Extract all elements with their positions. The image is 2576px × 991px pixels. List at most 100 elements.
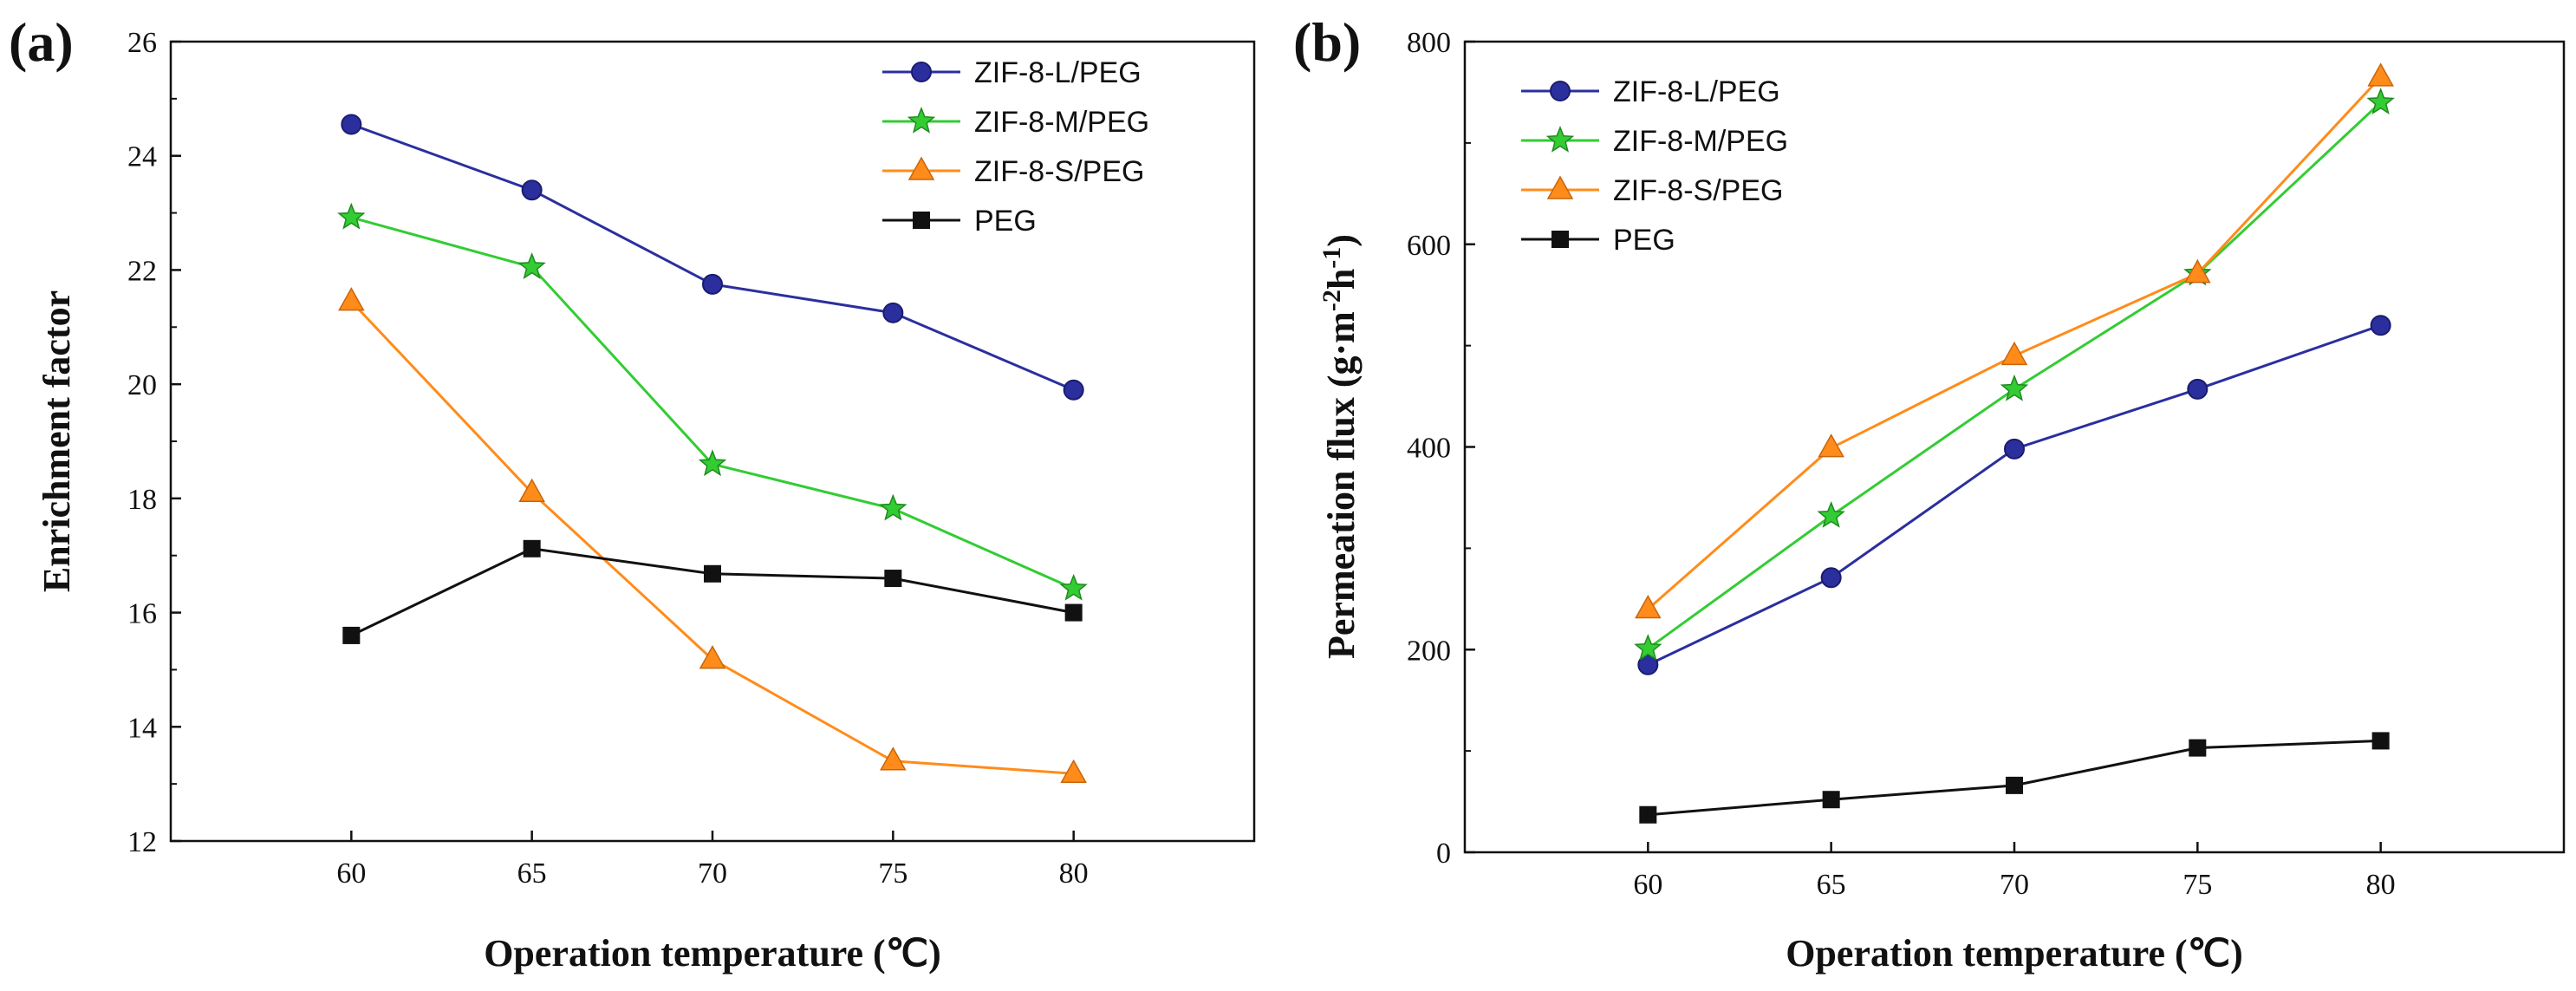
legend-marker — [1545, 125, 1575, 153]
data-point — [2006, 776, 2023, 794]
panel-b-plot-frame — [1463, 40, 2566, 854]
series-line — [350, 300, 1074, 775]
data-point — [341, 114, 362, 135]
ylabel-end: ) — [1320, 234, 1363, 247]
y-tick-label: 14 — [127, 712, 157, 744]
legend-label: PEG — [1613, 224, 1675, 257]
y-tick-label: 20 — [127, 369, 157, 401]
data-point — [1822, 791, 1840, 809]
x-tick-label: 60 — [336, 857, 366, 890]
panel-a-plot-frame — [169, 40, 1256, 843]
panel-b-legend: ZIF-8-L/PEG ZIF-8-M/PEG ZIF-8-S/PEG PEG — [1521, 75, 1788, 257]
series-zif-8-l-peg — [1637, 315, 2391, 675]
data-point — [338, 287, 365, 311]
x-tick-label: 70 — [2000, 869, 2029, 901]
series-peg — [342, 539, 1083, 644]
legend-label: ZIF-8-L/PEG — [1613, 75, 1780, 108]
data-point — [880, 747, 907, 771]
legend-item: ZIF-8-S/PEG — [882, 155, 1144, 188]
data-point — [882, 302, 904, 323]
data-point — [1060, 759, 1087, 784]
series-zif-8-s-peg — [1635, 62, 2394, 619]
data-point — [698, 449, 727, 477]
legend-marker — [1551, 231, 1569, 248]
data-point — [2187, 378, 2208, 400]
panel-a-ticks: 60 65 70 75 80 12 14 16 18 20 22 24 26 — [127, 27, 1089, 890]
data-point — [1064, 603, 1083, 622]
data-point — [2370, 315, 2391, 336]
panel-a-label: (a) — [9, 11, 74, 73]
panel-b-series — [1634, 62, 2395, 824]
data-point — [342, 626, 361, 644]
x-tick-label: 75 — [878, 857, 907, 890]
legend-item: PEG — [1521, 224, 1675, 257]
legend-label: ZIF-8-M/PEG — [974, 106, 1149, 139]
data-point — [2004, 438, 2025, 460]
ylabel-mid: h — [1320, 269, 1363, 290]
series-peg — [1639, 732, 2390, 824]
series-line — [350, 216, 1075, 590]
legend-label: ZIF-8-S/PEG — [974, 155, 1144, 188]
data-point — [1634, 634, 1662, 661]
legend-marker — [913, 212, 930, 229]
data-point — [517, 252, 546, 279]
y-tick-label: 16 — [127, 598, 157, 630]
y-tick-label: 0 — [1436, 838, 1451, 870]
data-point — [337, 202, 366, 230]
legend-marker — [1546, 175, 1574, 199]
data-point — [518, 478, 545, 503]
y-tick-label: 22 — [127, 255, 157, 287]
y-tick-label: 800 — [1407, 27, 1451, 59]
data-point — [699, 645, 726, 669]
y-tick-label: 200 — [1407, 635, 1451, 667]
ylabel-main: Permeation flux (g·m — [1320, 311, 1363, 659]
data-point — [2184, 259, 2211, 284]
data-point — [2366, 88, 2395, 114]
x-tick-label: 65 — [517, 857, 547, 890]
data-point — [1817, 500, 1845, 528]
data-point — [1818, 434, 1844, 458]
legend-marker — [911, 62, 932, 82]
x-tick-label: 65 — [1817, 869, 1846, 901]
legend-label: ZIF-8-S/PEG — [1613, 174, 1783, 207]
series-zif-8-m-peg — [337, 202, 1088, 601]
legend-item: PEG — [882, 205, 1037, 238]
series-line — [350, 547, 1074, 637]
legend-marker — [907, 106, 936, 134]
series-zif-8-s-peg — [338, 287, 1087, 784]
data-point — [1059, 573, 1088, 601]
x-tick-label: 60 — [1633, 869, 1662, 901]
legend-item: ZIF-8-S/PEG — [1521, 174, 1783, 207]
series-zif-8-l-peg — [341, 114, 1084, 401]
legend-item: ZIF-8-M/PEG — [882, 106, 1149, 139]
ylabel-sup2: -1 — [1317, 247, 1346, 269]
panel-a-series — [337, 114, 1088, 784]
legend-marker — [1550, 81, 1571, 101]
data-point — [702, 273, 723, 295]
legend-item: ZIF-8-L/PEG — [882, 56, 1142, 89]
data-point — [1639, 805, 1657, 824]
legend-label: ZIF-8-L/PEG — [974, 56, 1142, 89]
data-point — [2189, 739, 2207, 757]
data-point — [884, 570, 902, 588]
y-tick-label: 18 — [127, 484, 157, 516]
panel-a-y-axis-title: Enrichment factor — [36, 290, 78, 592]
data-point — [2371, 732, 2390, 750]
y-tick-label: 26 — [127, 27, 157, 59]
data-point — [704, 564, 721, 583]
y-tick-label: 12 — [127, 826, 157, 858]
x-tick-label: 80 — [1059, 857, 1089, 890]
y-tick-label: 600 — [1407, 230, 1451, 262]
legend-label: PEG — [974, 205, 1037, 238]
panel-a-x-axis-title: Operation temperature (℃) — [484, 932, 941, 975]
legend-marker — [907, 156, 935, 180]
legend-item: ZIF-8-L/PEG — [1521, 75, 1780, 108]
panel-a: (a) 60 65 70 75 80 12 14 16 18 20 22 24 26 ZIF-8-L/P… — [9, 11, 1256, 975]
panel-b-x-axis-title: Operation temperature (℃) — [1786, 932, 2243, 975]
data-point — [879, 493, 907, 521]
data-point — [1637, 654, 1659, 675]
y-tick-label: 24 — [127, 141, 157, 173]
